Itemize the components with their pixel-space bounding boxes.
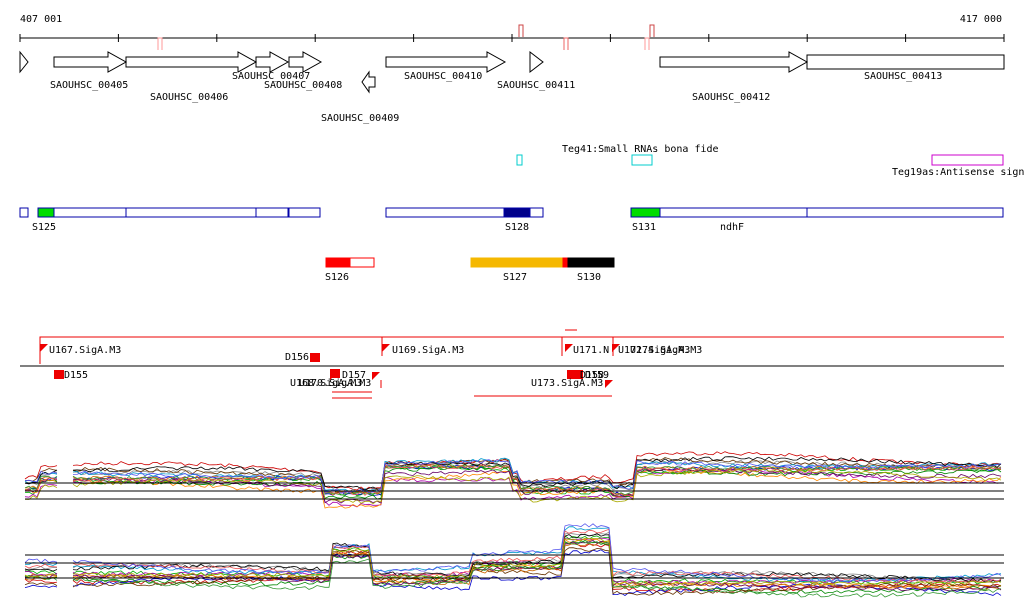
expression-trace <box>24 468 1002 505</box>
expression-trace <box>24 459 1002 494</box>
promoter-flag <box>612 344 620 352</box>
promoter-label: U167.SigA.M3 <box>49 345 121 356</box>
rna-label: Teg19as:Antisense sign <box>892 167 1024 178</box>
segment <box>19 207 29 218</box>
segment <box>288 207 321 218</box>
promoter-box <box>310 353 320 362</box>
feature-mark <box>563 37 569 50</box>
segment-label: S126 <box>325 272 349 283</box>
gene-arrow <box>529 50 544 74</box>
promoter-line <box>561 336 600 356</box>
promoter-flag <box>372 372 380 380</box>
segment-label: S130 <box>577 272 601 283</box>
promoter-label: U170.SigA.M3 <box>299 378 371 389</box>
gene-arrow <box>385 51 507 73</box>
expression-trace <box>24 537 1002 586</box>
gene-label: SAOUHSC_00407 <box>232 71 310 82</box>
promoter-label: D157 <box>342 370 366 381</box>
gene-label: SAOUHSC_00409 <box>321 113 399 124</box>
promoter-flag <box>605 380 613 388</box>
promoter-flag <box>40 344 48 352</box>
segment <box>562 257 569 268</box>
gene-label: SAOUHSC_00412 <box>692 92 770 103</box>
segment <box>806 207 1004 218</box>
expression-trace <box>24 464 1002 497</box>
promoter-label: U172.SigA.M3 <box>618 345 690 356</box>
promoter-flag <box>382 344 390 352</box>
segment <box>567 257 615 268</box>
segment <box>529 207 544 218</box>
gene-arrow <box>53 51 128 73</box>
segment <box>325 257 351 268</box>
feature-mark <box>157 37 163 50</box>
segment-label: S127 <box>503 272 527 283</box>
promoter-flag <box>565 344 573 352</box>
gene-label: SAOUHSC_00406 <box>150 92 228 103</box>
gene-arrow <box>288 51 323 73</box>
promoter-label: D158 <box>580 370 604 381</box>
gene-label: SAOUHSC_00413 <box>864 71 942 82</box>
promoter-label: D156 <box>285 352 309 363</box>
segment-label: S131 <box>632 222 656 233</box>
segment-label: ndhF <box>720 222 744 233</box>
gene-arrow <box>19 50 29 74</box>
gene-arrow <box>125 51 258 73</box>
feature-mark <box>644 37 650 50</box>
segment-label: S128 <box>505 222 529 233</box>
rna-box <box>631 154 653 166</box>
rna-box <box>516 154 523 166</box>
axis-end: 417 000 <box>960 14 1002 25</box>
gene-box <box>806 54 1005 70</box>
gene-arrow <box>255 51 290 73</box>
promoter-box <box>330 369 340 378</box>
gene-arrow <box>659 51 809 73</box>
segment <box>255 207 289 218</box>
segment-label: S125 <box>32 222 56 233</box>
promoter-box <box>54 370 64 379</box>
gene-label: SAOUHSC_00405 <box>50 80 128 91</box>
rna-label: Teg41:Small RNAs bona fide <box>562 144 719 155</box>
segment <box>503 207 531 218</box>
promoter-label: D155 <box>64 370 88 381</box>
promoter-label: D159 <box>585 370 609 381</box>
feature-mark <box>518 24 524 37</box>
promoter-label: U169.SigA.M3 <box>392 345 464 356</box>
gene-label: SAOUHSC_00411 <box>497 80 575 91</box>
gene-arrow <box>361 70 376 94</box>
gene-label: SAOUHSC_00410 <box>404 71 482 82</box>
axis-start: 407 001 <box>20 14 62 25</box>
promoter-box <box>567 370 583 379</box>
segment <box>630 207 661 218</box>
promoter-label: U173.SigA.M3 <box>531 378 603 389</box>
expression-trace <box>24 528 1002 584</box>
promoter-label: U171.N <box>573 345 609 356</box>
segment <box>349 257 375 268</box>
segment <box>470 257 564 268</box>
promoter-label: U168.SigA.M3 <box>290 378 362 389</box>
feature-mark <box>649 24 655 37</box>
segment <box>37 207 55 218</box>
gene-label: SAOUHSC_00408 <box>264 80 342 91</box>
rna-box <box>931 154 1004 166</box>
promoter-label: U174.SigA.M3 <box>630 345 702 356</box>
